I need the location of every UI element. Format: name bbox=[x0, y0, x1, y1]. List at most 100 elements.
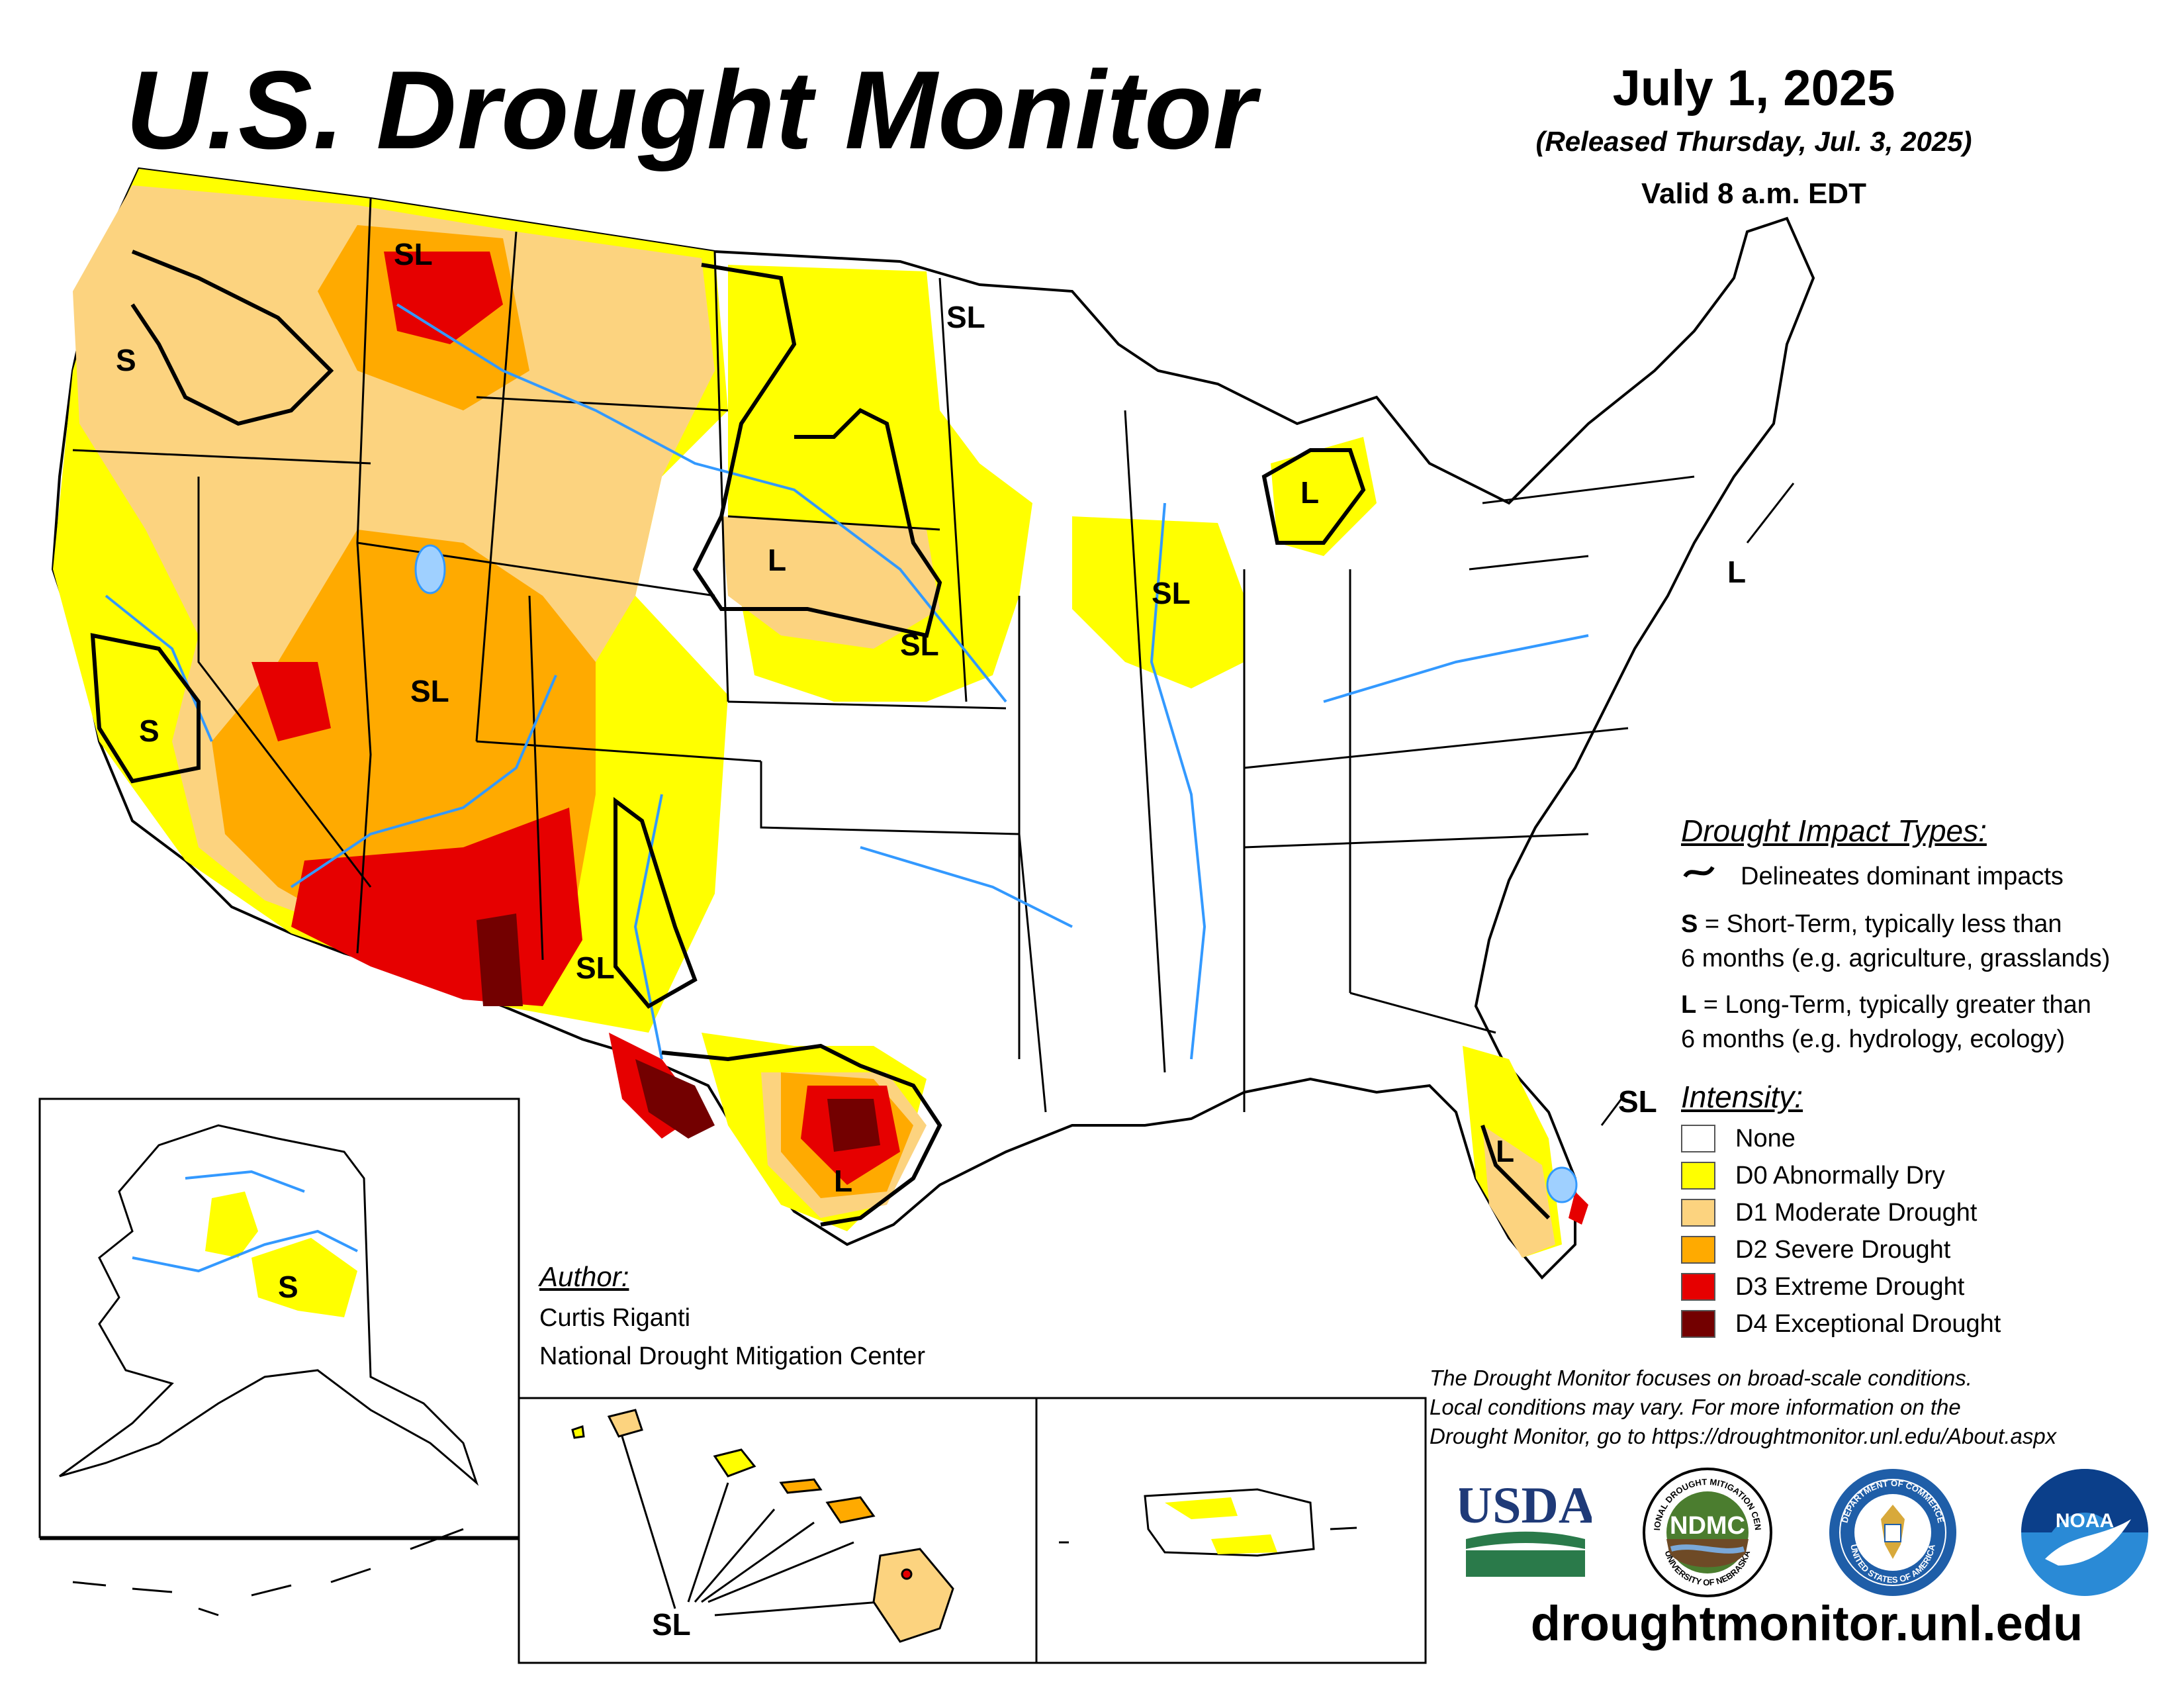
short-term-line1: S = Short-Term, typically less than bbox=[1681, 907, 2062, 941]
disclaimer: The Drought Monitor focuses on broad-sca… bbox=[1430, 1364, 2158, 1451]
legend-swatch-d1 bbox=[1681, 1199, 1715, 1227]
disclaimer-line-3: Drought Monitor, go to https://droughtmo… bbox=[1430, 1424, 2057, 1448]
great-salt-lake bbox=[414, 544, 446, 594]
delineates-text: Delineates dominant impacts bbox=[1741, 863, 2064, 890]
short-term-text: = Short-Term, typically less than bbox=[1698, 910, 2062, 938]
pr-d0-north bbox=[1165, 1497, 1238, 1519]
release-date: (Released Thursday, Jul. 3, 2025) bbox=[1535, 126, 1972, 157]
author-org: National Drought Mitigation Center bbox=[539, 1342, 925, 1370]
long-term-line2: 6 months (e.g. hydrology, ecology) bbox=[1681, 1025, 2066, 1053]
d1-nebraska bbox=[721, 516, 940, 649]
legend-swatch-none bbox=[1681, 1125, 1715, 1152]
ndmc-logo: NATIONAL DROUGHT MITIGATION CENTER UNIVE… bbox=[1638, 1458, 1774, 1599]
website-url[interactable]: droughtmonitor.unl.edu bbox=[1530, 1596, 2083, 1651]
aleutian-islands bbox=[72, 1528, 464, 1617]
impact-line-texas bbox=[661, 1043, 942, 1227]
impact-line-plains bbox=[692, 263, 942, 638]
label-l-northeast: L bbox=[1727, 555, 1746, 589]
label-sl-kansas: SL bbox=[900, 628, 939, 662]
commerce-seal: DEPARTMENT OF COMMERCE UNITED STATES OF … bbox=[1827, 1466, 1959, 1599]
legend-item-d3: D3 Extreme Drought bbox=[1681, 1268, 2001, 1305]
label-l-nebraska: L bbox=[768, 543, 786, 577]
label-sl-montana: SL bbox=[394, 237, 433, 271]
label-s-oregon: S bbox=[116, 343, 136, 377]
map-date: July 1, 2025 bbox=[1612, 60, 1895, 117]
label-l-texas: L bbox=[834, 1164, 852, 1198]
legend-label-d1: D1 Moderate Drought bbox=[1735, 1199, 1978, 1227]
short-term-key: S bbox=[1681, 910, 1698, 938]
delineation-icon bbox=[1682, 862, 1715, 882]
d0-iowa-illinois bbox=[1072, 516, 1244, 688]
long-term-text: = Long-Term, typically greater than bbox=[1696, 991, 2091, 1019]
d4-areas bbox=[477, 914, 880, 1152]
long-term-key: L bbox=[1681, 991, 1697, 1019]
lake-okeechobee bbox=[1546, 1166, 1578, 1203]
label-l-florida: L bbox=[1496, 1134, 1514, 1168]
d4-big-bend bbox=[635, 1059, 715, 1139]
alaska-rivers bbox=[132, 1170, 358, 1273]
legend-label-d2: D2 Severe Drought bbox=[1735, 1236, 1951, 1264]
disclaimer-line-2: Local conditions may vary. For more info… bbox=[1430, 1395, 1961, 1419]
impact-line-new-mexico bbox=[614, 797, 698, 1009]
d1-florida bbox=[1482, 1125, 1555, 1258]
label-sl-hawaii: SL bbox=[652, 1607, 691, 1642]
usda-wordmark: USDA bbox=[1459, 1476, 1592, 1534]
valid-time: Valid 8 a.m. EDT bbox=[1641, 177, 1866, 210]
author-name: Curtis Riganti bbox=[539, 1304, 691, 1332]
page-title: U.S. Drought Monitor bbox=[126, 48, 1257, 172]
legend-item-d0: D0 Abnormally Dry bbox=[1681, 1157, 2001, 1194]
alaska-d0-interior bbox=[251, 1238, 357, 1317]
impact-line-florida bbox=[1480, 1125, 1551, 1220]
label-l-michigan: L bbox=[1300, 475, 1319, 510]
legend-swatch-d3 bbox=[1681, 1273, 1715, 1301]
impact-line-michigan bbox=[1261, 448, 1366, 545]
author-heading: Author: bbox=[539, 1261, 629, 1292]
label-s-california: S bbox=[139, 714, 159, 748]
intensity-legend: None D0 Abnormally Dry D1 Moderate Droug… bbox=[1681, 1120, 2001, 1342]
legend-label-d3: D3 Extreme Drought bbox=[1735, 1273, 1965, 1301]
legend-label-d4: D4 Exceptional Drought bbox=[1735, 1310, 2001, 1338]
legend-swatch-d2 bbox=[1681, 1236, 1715, 1264]
impact-delineations bbox=[90, 250, 1551, 1227]
label-sl-utah: SL bbox=[410, 674, 449, 708]
hawaii-islands bbox=[571, 1409, 954, 1643]
ndmc-wordmark: NDMC bbox=[1670, 1512, 1745, 1540]
short-term-line2: 6 months (e.g. agriculture, grasslands) bbox=[1681, 945, 2111, 972]
legend-item-d1: D1 Moderate Drought bbox=[1681, 1194, 2001, 1231]
label-sl-florida: SL bbox=[1618, 1084, 1657, 1119]
legend-label-d0: D0 Abnormally Dry bbox=[1735, 1162, 1945, 1190]
legend-item-none: None bbox=[1681, 1120, 2001, 1157]
d3-florida bbox=[1569, 1192, 1588, 1225]
legend-item-d2: D2 Severe Drought bbox=[1681, 1231, 2001, 1268]
pointer-lines bbox=[621, 483, 1795, 1617]
impact-line-california bbox=[90, 633, 201, 784]
disclaimer-line-1: The Drought Monitor focuses on broad-sca… bbox=[1430, 1366, 1972, 1390]
legend-swatch-d0 bbox=[1681, 1162, 1715, 1190]
alaska-outline bbox=[59, 1124, 479, 1486]
legend-label-none: None bbox=[1735, 1125, 1796, 1152]
noaa-logo: NOAA bbox=[2019, 1466, 2151, 1599]
label-sl-minnesota: SL bbox=[946, 300, 985, 334]
d4-new-mexico bbox=[477, 914, 523, 1006]
noaa-wordmark: NOAA bbox=[2056, 1510, 2114, 1532]
alaska-d0-north bbox=[205, 1192, 258, 1258]
impact-legend-heading: Drought Impact Types: bbox=[1681, 814, 1987, 848]
d0-michigan bbox=[1271, 437, 1377, 556]
legend-item-d4: D4 Exceptional Drought bbox=[1681, 1305, 2001, 1342]
d4-texas-hill bbox=[827, 1099, 880, 1152]
d3-nevada bbox=[251, 662, 331, 741]
usda-logo: USDA bbox=[1455, 1476, 1596, 1582]
label-sl-iowa: SL bbox=[1152, 576, 1191, 610]
hawaii-inset-frame bbox=[518, 1397, 1038, 1664]
alaska-inset-frame bbox=[38, 1098, 520, 1538]
intensity-legend-heading: Intensity: bbox=[1681, 1080, 1803, 1114]
impact-line-oregon bbox=[130, 250, 334, 426]
pr-d0-south bbox=[1211, 1534, 1277, 1554]
label-sl-new-mexico: SL bbox=[576, 951, 615, 985]
legend-swatch-d4 bbox=[1681, 1310, 1715, 1338]
d3-montana bbox=[384, 252, 503, 344]
state-boundaries bbox=[72, 198, 1695, 1113]
label-s-alaska: S bbox=[278, 1270, 298, 1304]
puerto-rico-inset-frame bbox=[1035, 1397, 1427, 1664]
